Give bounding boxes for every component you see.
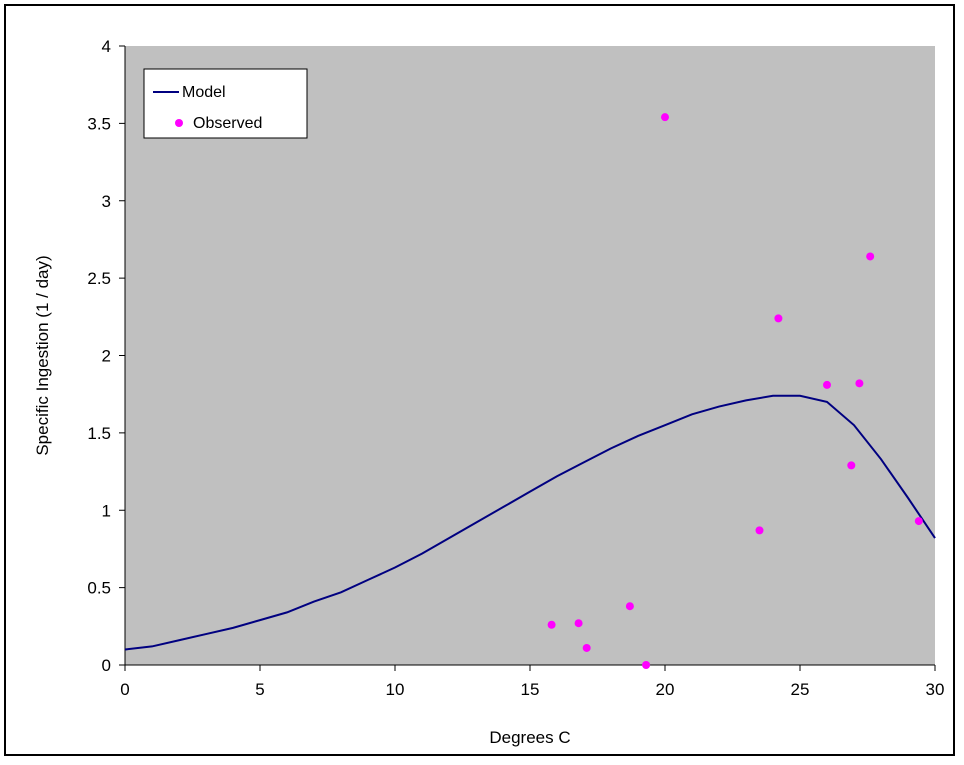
- x-tick-label: 25: [791, 680, 810, 699]
- observed-point: [855, 379, 864, 388]
- x-axis-title: Degrees C: [489, 728, 570, 747]
- legend-observed-label: Observed: [193, 115, 262, 132]
- x-tick-label: 30: [926, 680, 945, 699]
- x-tick-label: 15: [521, 680, 540, 699]
- observed-point: [774, 314, 783, 323]
- y-tick-label: 2.5: [87, 269, 111, 288]
- chart-frame: 0 0.5 1 1.5 2 2.5 3 3.5 4 0 5 10 15 20 25 30 Degrees C …: [4, 4, 955, 756]
- observed-point: [866, 252, 875, 261]
- y-axis-title: Specific Ingestion (1 / day): [33, 255, 52, 455]
- observed-point: [547, 620, 556, 629]
- y-tick-label: 0.5: [87, 579, 111, 598]
- x-tick-label: 0: [120, 680, 129, 699]
- x-tick-label: 10: [386, 680, 405, 699]
- plot-area: [125, 46, 935, 665]
- y-tick-label: 4: [102, 37, 111, 56]
- observed-point: [755, 526, 764, 535]
- y-tick-label: 3.5: [87, 114, 111, 133]
- y-tick-label: 1: [102, 501, 111, 520]
- x-tick-label: 20: [656, 680, 675, 699]
- ticks-layer: 0 0.5 1 1.5 2 2.5 3 3.5 4 0 5 10 15 20 25 30: [87, 37, 944, 699]
- observed-point: [823, 380, 831, 389]
- y-tick-label: 3: [102, 192, 111, 211]
- observed-point: [661, 113, 669, 122]
- observed-point: [847, 461, 856, 470]
- observed-point: [642, 661, 651, 669]
- legend-box: [143, 68, 308, 139]
- observed-point: [625, 602, 634, 611]
- observed-point: [574, 619, 583, 628]
- series-layer: [124, 113, 936, 669]
- y-tick-label: 0: [102, 656, 111, 675]
- model-line: [124, 394, 936, 651]
- observed-point: [914, 517, 923, 526]
- legend-observed-marker-icon: [175, 119, 183, 127]
- legend: Model Observed: [143, 68, 308, 139]
- legend-model-label: Model: [182, 84, 226, 101]
- x-tick-label: 5: [255, 680, 264, 699]
- y-tick-label: 2: [102, 347, 111, 366]
- y-tick-label: 1.5: [87, 424, 111, 443]
- chart-svg: 00.511.522.533.540 5 10 15 20 25 30 Degrees C …: [33, 37, 944, 747]
- observed-point: [582, 643, 591, 652]
